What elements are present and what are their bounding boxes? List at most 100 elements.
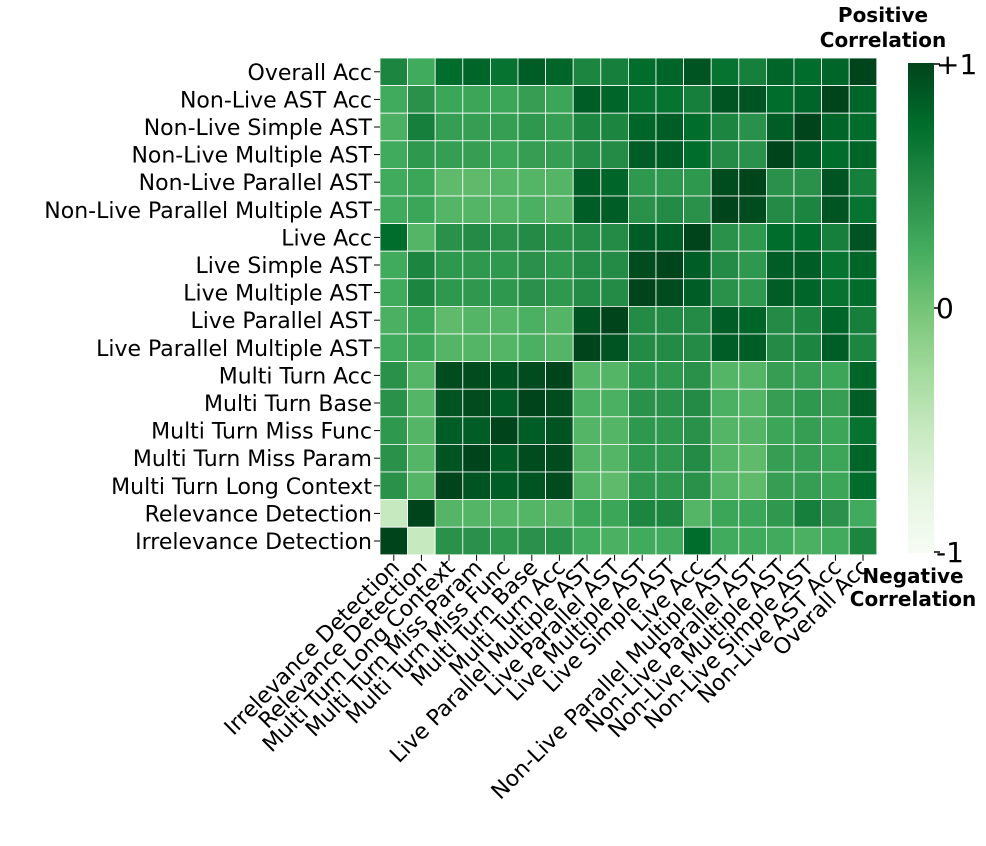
heatmap-cell-r11-c6 (545, 361, 574, 390)
heatmap-cell-r4-c14 (766, 167, 795, 197)
heatmap-cell-r0-c5 (517, 57, 547, 87)
heatmap-cell-r1-c7 (572, 85, 602, 114)
heatmap-cell-r4-c1 (407, 167, 436, 197)
heatmap-cell-r2-c6 (545, 112, 574, 142)
heatmap-cell-r4-c0 (379, 167, 409, 197)
heatmap-cell-r6-c3 (462, 223, 491, 252)
heatmap-cell-r15-c14 (766, 471, 795, 501)
colorbar-caption-negative-2: Correlation (850, 587, 976, 611)
colorbar-caption-negative-1: Negative (862, 564, 963, 588)
heatmap-cell-r5-c10 (655, 195, 685, 225)
heatmap-cell-r6-c7 (572, 223, 602, 252)
heatmap-cell-r16-c16 (821, 499, 850, 528)
heatmap-cell-r7-c10 (655, 250, 685, 280)
heatmap-cell-r11-c0 (379, 361, 409, 390)
heatmap-cell-r12-c1 (407, 388, 436, 418)
heatmap-cell-r12-c13 (738, 388, 767, 418)
heatmap-cell-r13-c8 (600, 416, 629, 445)
heatmap-cell-r4-c12 (710, 167, 740, 197)
heatmap-cell-r7-c15 (793, 250, 823, 280)
heatmap-cell-r1-c13 (738, 85, 767, 114)
heatmap-cell-r15-c7 (572, 471, 602, 501)
row-label-13: Multi Turn Miss Func (151, 420, 372, 445)
heatmap-cell-r0-c7 (572, 57, 602, 87)
heatmap-cell-r15-c13 (738, 471, 767, 501)
row-label-17: Irrelevance Detection (135, 530, 372, 555)
heatmap-cell-r3-c17 (848, 140, 878, 169)
heatmap-cell-r11-c3 (462, 361, 491, 390)
heatmap-cell-r8-c3 (462, 278, 491, 307)
heatmap-cell-r2-c15 (793, 112, 823, 142)
heatmap-cell-r9-c16 (821, 305, 850, 335)
heatmap-cell-r6-c1 (407, 223, 436, 252)
heatmap-cell-r13-c1 (407, 416, 436, 445)
heatmap-cell-r10-c13 (738, 333, 767, 363)
heatmap-cell-r5-c1 (407, 195, 436, 225)
heatmap-cell-r13-c10 (655, 416, 685, 445)
heatmap-cell-r3-c3 (462, 140, 491, 169)
heatmap-cell-r8-c13 (738, 278, 767, 307)
heatmap-cell-r12-c6 (545, 388, 574, 418)
heatmap-cell-r9-c5 (517, 305, 547, 335)
heatmap-cell-r5-c0 (379, 195, 409, 225)
heatmap-cell-r2-c10 (655, 112, 685, 142)
heatmap-cell-r3-c14 (766, 140, 795, 169)
heatmap-cell-r6-c12 (710, 223, 740, 252)
heatmap-cell-r8-c4 (489, 278, 519, 307)
heatmap-cell-r13-c4 (489, 416, 519, 445)
heatmap-cell-r3-c15 (793, 140, 823, 169)
heatmap-cell-r11-c16 (821, 361, 850, 390)
colorbar: +1 0 -1 Positive Correlation Negative Co… (820, 3, 978, 611)
heatmap-cell-r5-c15 (793, 195, 823, 225)
heatmap-cell-r17-c6 (545, 526, 574, 556)
heatmap-cell-r2-c5 (517, 112, 547, 142)
heatmap-cell-r13-c17 (848, 416, 878, 445)
heatmap-cell-r15-c12 (710, 471, 740, 501)
heatmap-cell-r3-c2 (434, 140, 464, 169)
heatmap-cell-r15-c11 (683, 471, 712, 501)
heatmap-cell-r10-c17 (848, 333, 878, 363)
heatmap-cell-r1-c2 (434, 85, 464, 114)
heatmap-cell-r9-c10 (655, 305, 685, 335)
heatmap-cell-r5-c8 (600, 195, 629, 225)
heatmap-cell-r6-c8 (600, 223, 629, 252)
heatmap-cell-r9-c0 (379, 305, 409, 335)
heatmap-cell-r15-c2 (434, 471, 464, 501)
row-label-15: Multi Turn Long Context (111, 475, 372, 500)
heatmap-cell-r13-c12 (710, 416, 740, 445)
heatmap-cell-r8-c0 (379, 278, 409, 307)
heatmap-cell-r11-c11 (683, 361, 712, 390)
heatmap-cell-r7-c4 (489, 250, 519, 280)
heatmap-cell-r7-c5 (517, 250, 547, 280)
heatmap-cell-r9-c14 (766, 305, 795, 335)
heatmap-cell-r7-c9 (628, 250, 657, 280)
heatmap-cell-r12-c5 (517, 388, 547, 418)
heatmap-cell-r17-c17 (848, 526, 878, 556)
heatmap-cell-r8-c6 (545, 278, 574, 307)
heatmap-cell-r11-c15 (793, 361, 823, 390)
heatmap-cell-r8-c12 (710, 278, 740, 307)
heatmap-cell-r15-c15 (793, 471, 823, 501)
heatmap-cell-r13-c16 (821, 416, 850, 445)
heatmap-cell-r1-c5 (517, 85, 547, 114)
heatmap-cell-r6-c13 (738, 223, 767, 252)
heatmap-cell-r10-c10 (655, 333, 685, 363)
heatmap-cell-r17-c2 (434, 526, 464, 556)
heatmap-cell-r15-c16 (821, 471, 850, 501)
heatmap-cell-r16-c12 (710, 499, 740, 528)
heatmap-cell-r11-c2 (434, 361, 464, 390)
heatmap-cell-r9-c6 (545, 305, 574, 335)
heatmap-cell-r10-c5 (517, 333, 547, 363)
heatmap-cell-r15-c10 (655, 471, 685, 501)
heatmap-cell-r2-c17 (848, 112, 878, 142)
heatmap-cell-r8-c10 (655, 278, 685, 307)
heatmap-cell-r3-c8 (600, 140, 629, 169)
heatmap-cell-r17-c14 (766, 526, 795, 556)
heatmap-cell-r9-c2 (434, 305, 464, 335)
row-label-12: Multi Turn Base (204, 392, 372, 417)
heatmap-cell-r4-c16 (821, 167, 850, 197)
heatmap-cells (379, 57, 878, 556)
heatmap-cell-r2-c11 (683, 112, 712, 142)
